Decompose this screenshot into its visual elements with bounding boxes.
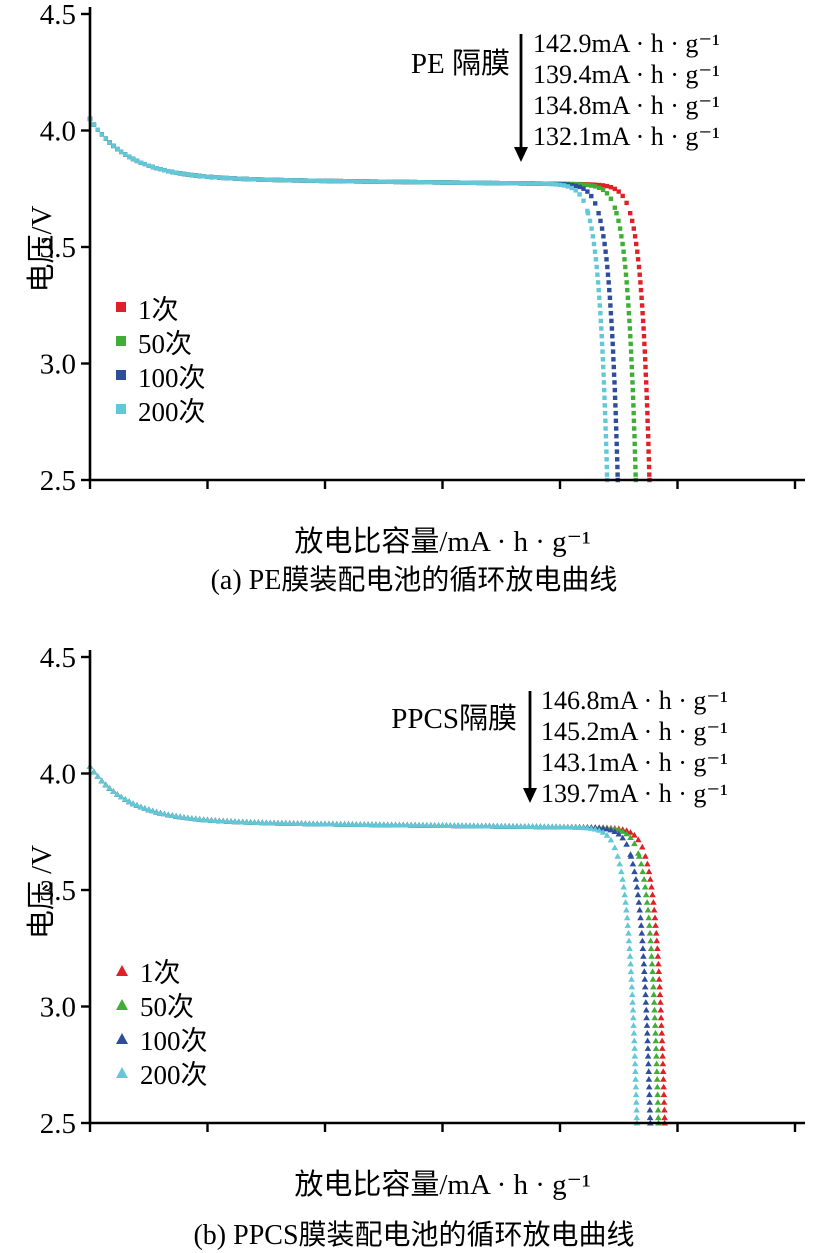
- legend-label: 200次: [138, 396, 206, 427]
- svg-text:2.5: 2.5: [40, 1108, 76, 1140]
- svg-text:0: 0: [83, 493, 98, 497]
- annotation-line: 146.8mA · h · g⁻¹: [541, 686, 728, 715]
- svg-text:3.0: 3.0: [40, 992, 76, 1024]
- legend-label: 100次: [140, 1025, 208, 1056]
- svg-text:120: 120: [538, 1136, 582, 1140]
- annotation-line: 132.1mA · h · g⁻¹: [533, 122, 720, 151]
- legend-item: 50次: [116, 324, 206, 359]
- annotation-line: 139.4mA · h · g⁻¹: [533, 60, 720, 89]
- svg-text:2.5: 2.5: [40, 465, 76, 497]
- caption-b: (b) PPCS膜装配电池的循环放电曲线: [193, 1220, 635, 1251]
- svg-text:150: 150: [656, 1136, 700, 1140]
- separator-label-b: PPCS隔膜: [391, 703, 517, 735]
- svg-text:30: 30: [193, 1136, 222, 1140]
- y-axis-label-b: 电压 /V: [26, 844, 58, 940]
- triangle-marker-icon: [116, 998, 128, 1010]
- svg-text:90: 90: [428, 1136, 457, 1140]
- annotation-line: 139.7mA · h · g⁻¹: [541, 779, 728, 808]
- y-axis-label-a: 电压/V: [26, 205, 58, 293]
- chart-panel-b: 0 30 60 90 120 150 180 2.5 3.0 3.5 4.0 4.5 电压 /V PP…: [0, 643, 828, 1251]
- legend-label: 50次: [140, 991, 194, 1022]
- discharge-curves-plot-b: 0 30 60 90 120 150 180 2.5 3.0 3.5 4.0 4.5: [40, 643, 817, 1140]
- legend-item: 200次: [116, 1055, 208, 1090]
- square-marker-icon: [116, 404, 126, 414]
- discharge-curves-plot-a: 0 30 60 90 120 150 180 2.5 3.0 3.5 4.0 4.5: [40, 0, 817, 497]
- triangle-marker-icon: [116, 964, 128, 976]
- x-axis-label-a: 放电比容量/mA · h · g⁻¹: [294, 526, 591, 558]
- legend-label: 1次: [140, 957, 181, 988]
- svg-text:180: 180: [773, 1136, 817, 1140]
- legend-label: 50次: [138, 328, 192, 359]
- x-axis-label-b: 放电比容量/mA · h · g⁻¹: [294, 1169, 591, 1201]
- svg-text:4.0: 4.0: [40, 116, 76, 148]
- annotation-line: 145.2mA · h · g⁻¹: [541, 717, 728, 746]
- svg-text:3.5: 3.5: [40, 875, 76, 907]
- svg-text:150: 150: [656, 493, 700, 497]
- svg-text:120: 120: [538, 493, 582, 497]
- svg-text:60: 60: [311, 1136, 340, 1140]
- legend-label: 1次: [138, 294, 179, 325]
- chart-panel-a: 0 30 60 90 120 150 180 2.5 3.0 3.5 4.0 4.5 电压/V PE …: [0, 0, 828, 612]
- annotation-line: 142.9mA · h · g⁻¹: [533, 29, 720, 58]
- svg-text:4.5: 4.5: [40, 643, 76, 674]
- svg-text:3.0: 3.0: [40, 349, 76, 381]
- svg-text:90: 90: [428, 493, 457, 497]
- legend-item: 100次: [116, 358, 206, 393]
- separator-label-a: PE 隔膜: [410, 48, 510, 80]
- legend-a: 1次 50次 100次 200次: [116, 290, 206, 427]
- legend-label: 200次: [140, 1059, 208, 1090]
- svg-text:0: 0: [83, 1136, 98, 1140]
- annotation-line: 143.1mA · h · g⁻¹: [541, 748, 728, 777]
- legend-item: 1次: [116, 290, 206, 325]
- svg-text:4.0: 4.0: [40, 759, 76, 791]
- legend-item: 200次: [116, 392, 206, 427]
- capacity-annotations-a: 142.9mA · h · g⁻¹ 139.4mA · h · g⁻¹ 134.…: [533, 28, 720, 152]
- legend-b: 1次 50次 100次 200次: [116, 953, 208, 1090]
- legend-item: 1次: [116, 953, 208, 988]
- annotation-line: 134.8mA · h · g⁻¹: [533, 91, 720, 120]
- svg-text:4.5: 4.5: [40, 0, 76, 31]
- capacity-annotations-b: 146.8mA · h · g⁻¹ 145.2mA · h · g⁻¹ 143.…: [541, 685, 728, 809]
- square-marker-icon: [116, 336, 126, 346]
- legend-item: 100次: [116, 1021, 208, 1056]
- legend-item: 50次: [116, 987, 208, 1022]
- caption-a: (a) PE膜装配电池的循环放电曲线: [210, 565, 618, 596]
- triangle-marker-icon: [116, 1032, 128, 1044]
- square-marker-icon: [116, 302, 126, 312]
- svg-text:180: 180: [773, 493, 817, 497]
- svg-text:60: 60: [311, 493, 340, 497]
- square-marker-icon: [116, 370, 126, 380]
- svg-text:3.5: 3.5: [40, 232, 76, 264]
- triangle-marker-icon: [116, 1066, 128, 1078]
- svg-text:30: 30: [193, 493, 222, 497]
- legend-label: 100次: [138, 362, 206, 393]
